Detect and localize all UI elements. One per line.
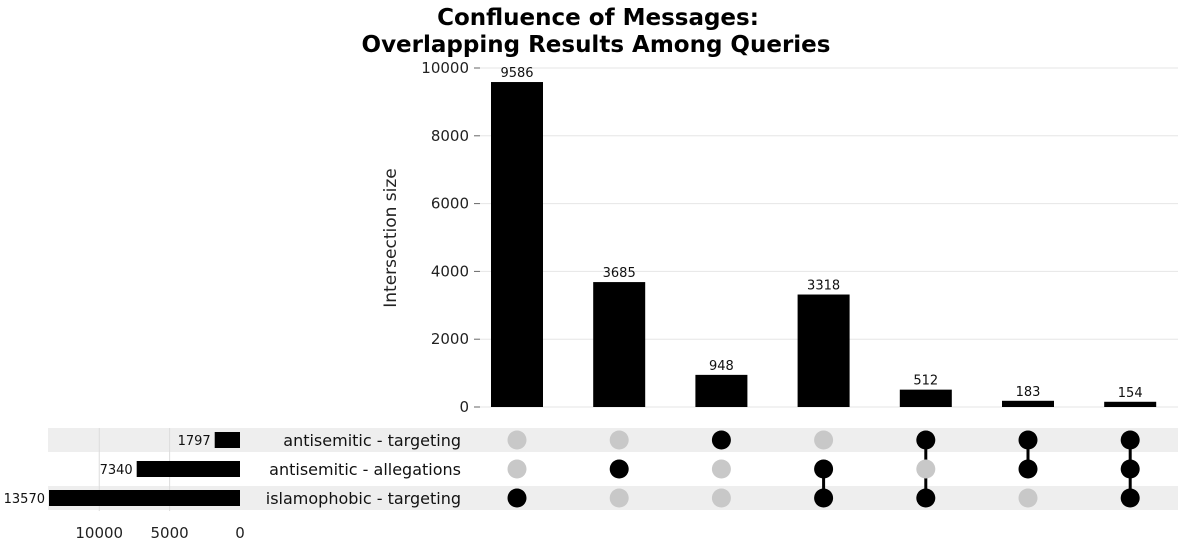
set-name-label: islamophobic - targeting [266, 489, 461, 508]
set-name-label: antisemitic - allegations [269, 460, 461, 479]
membership-dot-inactive [507, 430, 527, 450]
membership-dot-active [1120, 430, 1140, 450]
chart-title-line-2: Overlapping Results Among Queries [362, 32, 831, 58]
intersection-bar [797, 294, 850, 407]
membership-dot-active [1120, 459, 1140, 479]
intersection-value-label: 3318 [807, 279, 840, 294]
intersection-bar [491, 82, 543, 407]
y-axis: 0 2000 4000 6000 8000 10000 [421, 59, 480, 416]
membership-dot-active [1018, 459, 1038, 479]
y-tick-label: 2000 [431, 330, 469, 348]
set-size-bar [214, 432, 240, 448]
membership-dot-inactive [507, 459, 527, 479]
intersection-bar [593, 282, 646, 407]
membership-dot-active [1018, 430, 1038, 450]
set-size-value-label: 13570 [4, 492, 45, 507]
membership-dot-active [609, 459, 629, 479]
intersection-value-label: 3685 [603, 266, 636, 281]
set-size-value-label: 1797 [178, 434, 211, 449]
membership-dot-inactive [711, 488, 731, 508]
intersection-bar [1002, 400, 1054, 407]
intersection-value-label: 9586 [500, 66, 533, 81]
membership-dot-active [814, 459, 834, 479]
intersection-value-label: 154 [1118, 386, 1143, 401]
set-names: antisemitic - targeting antisemitic - all… [266, 431, 461, 508]
membership-dot-inactive [814, 430, 834, 450]
membership-dot-active [916, 488, 936, 508]
y-tick-label: 0 [459, 398, 469, 416]
intersection-value-label: 183 [1016, 385, 1041, 400]
membership-dot-inactive [711, 459, 731, 479]
set-name-label: antisemitic - targeting [283, 431, 461, 450]
membership-dot-active [1120, 488, 1140, 508]
set-size-bar [49, 490, 240, 506]
intersection-bar [1104, 401, 1157, 407]
intersection-value-label: 512 [913, 374, 938, 389]
intersection-bar [695, 374, 748, 407]
chart-title-line-1: Confluence of Messages: [437, 5, 759, 31]
set-size-tick-label: 5000 [151, 524, 189, 542]
membership-dot-active [916, 430, 936, 450]
membership-dot-inactive [916, 459, 936, 479]
y-axis-label: Intersection size [381, 168, 401, 308]
intersection-bar [899, 389, 952, 407]
y-tick-label: 8000 [431, 127, 469, 145]
membership-dot-inactive [1018, 488, 1038, 508]
set-size-tick-label: 10000 [75, 524, 123, 542]
set-size-tick-label: 0 [235, 524, 245, 542]
y-tick-label: 4000 [431, 262, 469, 280]
membership-dot-active [814, 488, 834, 508]
set-size-bar [136, 461, 240, 477]
membership-dot-active [507, 488, 527, 508]
y-tick-label: 6000 [431, 195, 469, 213]
y-tick-label: 10000 [421, 59, 469, 77]
membership-dot-inactive [609, 430, 629, 450]
intersection-bars: 9586 3685 948 3318 512 183 154 [491, 66, 1157, 407]
set-size-value-label: 7340 [100, 463, 133, 478]
intersection-value-label: 948 [709, 359, 734, 374]
membership-dot-inactive [609, 488, 629, 508]
membership-matrix [507, 430, 1140, 508]
membership-dot-active [711, 430, 731, 450]
set-size-bars: 1797 7340 13570 10000 5000 0 [4, 428, 245, 542]
